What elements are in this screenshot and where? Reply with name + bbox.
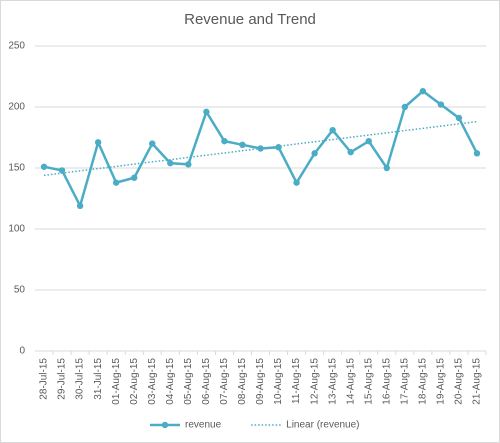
point bbox=[76, 202, 84, 210]
x-tick-label: 02-Aug-15 bbox=[129, 358, 140, 405]
x-tick-label: 10-Aug-15 bbox=[273, 358, 284, 405]
x-tick-label: 07-Aug-15 bbox=[219, 358, 230, 405]
point bbox=[185, 161, 192, 168]
point bbox=[401, 103, 409, 111]
y-tick-label: 50 bbox=[14, 285, 26, 296]
y-tick-label: 100 bbox=[8, 224, 25, 235]
x-tick-label: 18-Aug-15 bbox=[418, 358, 429, 405]
point bbox=[329, 126, 336, 134]
y-tick-label: 250 bbox=[8, 41, 25, 52]
x-tick-label: 17-Aug-15 bbox=[399, 358, 410, 405]
y-tick-label: 0 bbox=[19, 346, 25, 357]
point bbox=[221, 137, 228, 145]
x-tick-label: 30-Jul-15 bbox=[75, 358, 86, 400]
x-tick-label: 15-Aug-15 bbox=[363, 358, 374, 405]
point bbox=[365, 137, 372, 145]
chart-title: Revenue and Trend bbox=[184, 11, 316, 28]
x-tick-label: 03-Aug-15 bbox=[147, 358, 158, 405]
x-tick-label: 20-Aug-15 bbox=[454, 358, 465, 405]
legend-marker bbox=[161, 421, 169, 429]
trend-line bbox=[43, 120, 478, 177]
x-tick-label: 08-Aug-15 bbox=[237, 358, 248, 405]
x-tick-label: 05-Aug-15 bbox=[183, 358, 194, 405]
x-tick-label: 12-Aug-15 bbox=[309, 358, 320, 405]
x-tick-label: 29-Jul-15 bbox=[57, 358, 68, 400]
x-tick-label: 09-Aug-15 bbox=[255, 358, 266, 405]
x-tick-label: 06-Aug-15 bbox=[201, 358, 212, 405]
x-tick-label: 16-Aug-15 bbox=[381, 358, 392, 405]
point bbox=[311, 150, 318, 157]
point bbox=[112, 179, 120, 186]
point bbox=[473, 150, 481, 157]
point bbox=[275, 144, 282, 151]
x-tick-label: 14-Aug-15 bbox=[345, 358, 356, 405]
x-tick-label: 31-Jul-15 bbox=[93, 358, 104, 400]
point bbox=[455, 114, 463, 122]
point bbox=[383, 164, 390, 172]
point bbox=[347, 148, 354, 156]
point bbox=[419, 87, 427, 95]
point bbox=[239, 141, 246, 149]
y-tick-label: 150 bbox=[8, 163, 25, 174]
point bbox=[40, 163, 48, 170]
point bbox=[167, 159, 174, 167]
point bbox=[149, 140, 156, 147]
point bbox=[58, 167, 66, 174]
x-tick-label: 01-Aug-15 bbox=[111, 358, 122, 405]
x-tick-label: 21-Aug-15 bbox=[472, 358, 483, 405]
x-tick-label: 19-Aug-15 bbox=[436, 358, 447, 405]
legend-label: Linear (revenue) bbox=[286, 420, 359, 431]
x-tick-label: 11-Aug-15 bbox=[291, 358, 302, 404]
point bbox=[293, 179, 300, 186]
x-tick-label: 13-Aug-15 bbox=[327, 358, 338, 405]
point bbox=[437, 101, 445, 108]
point bbox=[94, 139, 102, 146]
point bbox=[203, 108, 210, 116]
y-tick-label: 200 bbox=[8, 102, 25, 113]
legend-label: revenue bbox=[185, 420, 222, 431]
x-tick-label: 04-Aug-15 bbox=[165, 358, 176, 405]
point bbox=[131, 174, 138, 181]
x-tick-label: 28-Jul-15 bbox=[39, 358, 50, 400]
